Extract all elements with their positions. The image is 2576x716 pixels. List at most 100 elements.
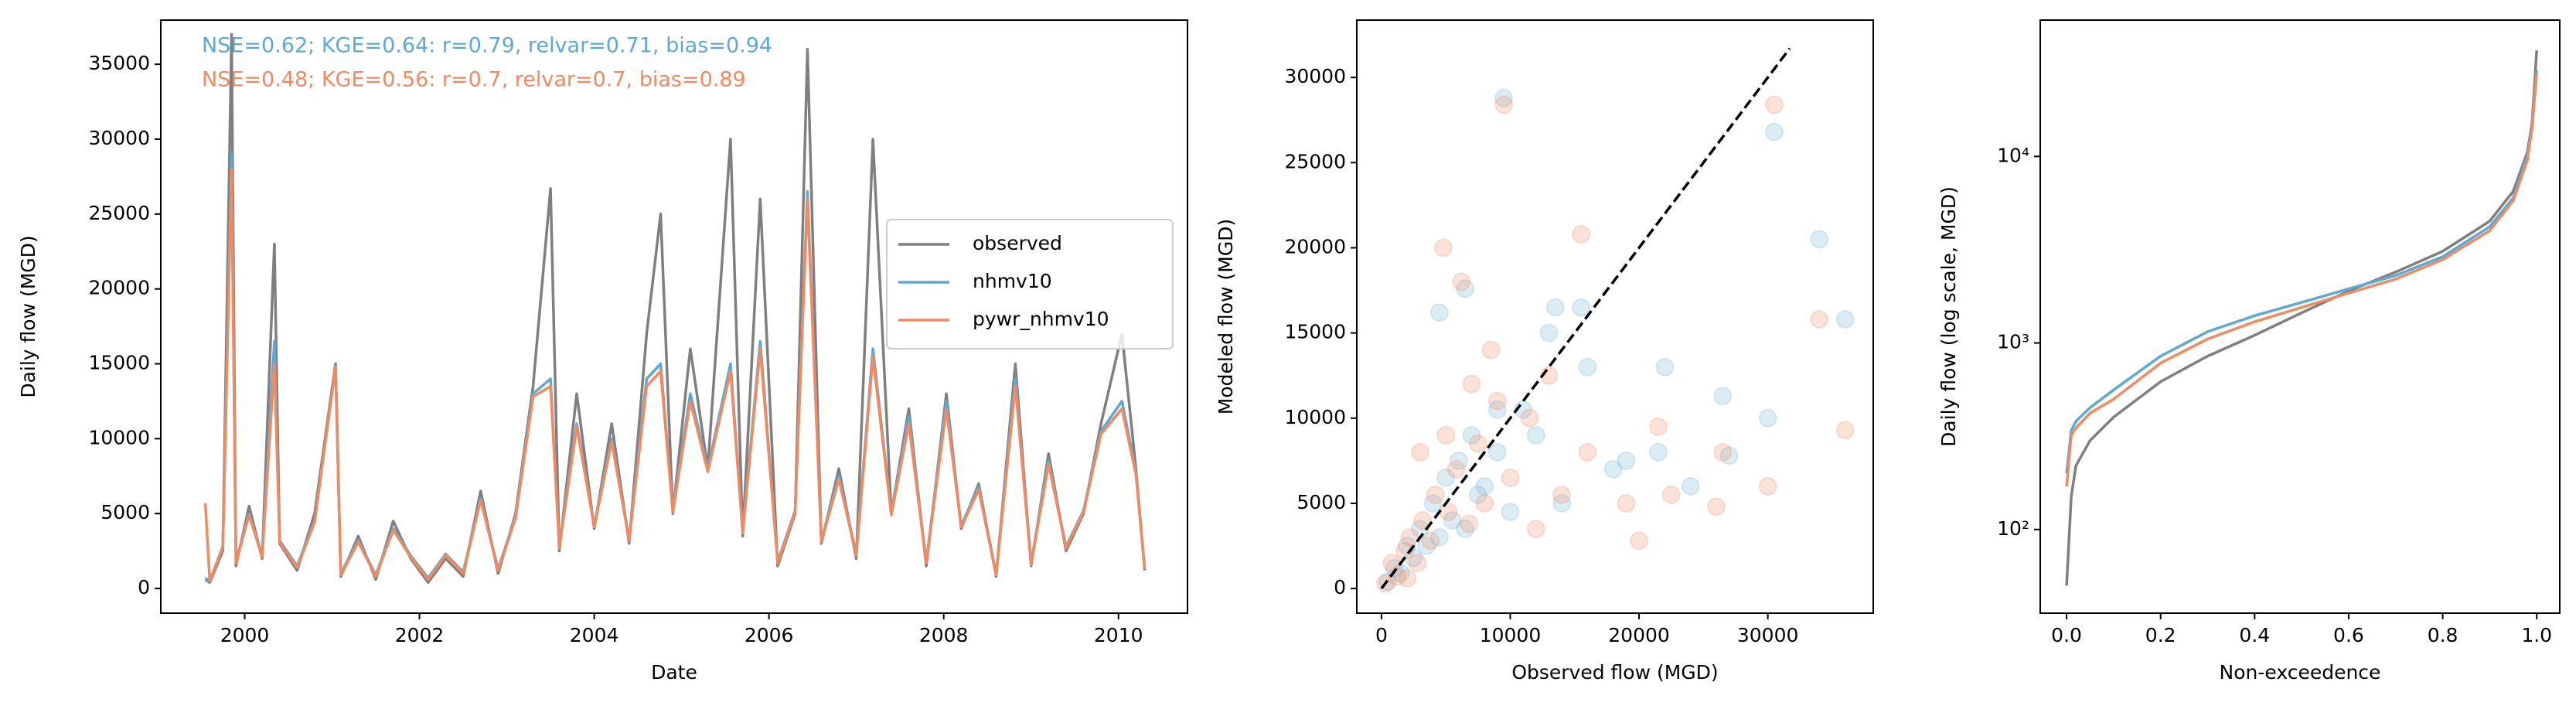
x-tick-label: 0.4 [2239, 624, 2270, 646]
scatter-point [1481, 340, 1501, 360]
y-tick-label: 10000 [88, 426, 150, 448]
panel: 0.0 0.2 0.4 0.6 0.8 1.0 10² 10³ 10⁴ Non-exceedenc… [1937, 19, 2561, 684]
scatter-point [1413, 510, 1433, 530]
axes-frame [2039, 19, 2561, 614]
scatter-point [1460, 514, 1479, 534]
scatter-point [1456, 279, 1475, 298]
scatter-point [1462, 425, 1481, 445]
scatter-point [1713, 442, 1733, 462]
y-tick-label: 5000 [1297, 491, 1346, 513]
scatter-point [1526, 520, 1545, 539]
scatter-point [1539, 323, 1559, 343]
y-tick-label: 0 [1334, 576, 1346, 598]
y-tick-label: 10000 [1284, 406, 1346, 428]
scatter-point [1443, 510, 1462, 530]
series-line [203, 167, 1147, 583]
scatter-point [1494, 88, 1514, 107]
plot-area [1375, 47, 1855, 593]
scatter-point [1487, 391, 1507, 411]
scatter-point [1835, 310, 1855, 329]
x-tick-label: 0.6 [2333, 624, 2364, 646]
x-tick-label: 2008 [919, 624, 969, 646]
y-tick-label: 10⁴ [1997, 144, 2029, 166]
scatter-point [1439, 502, 1458, 521]
scatter-point [1501, 468, 1520, 487]
plot-area [203, 32, 1147, 585]
x-tick-label: 2000 [220, 624, 270, 646]
series-line [2065, 50, 2538, 586]
scatter-point [1421, 531, 1440, 551]
scatter-point [1578, 357, 1597, 377]
plot-area [2065, 50, 2538, 586]
x-tick-label: 10000 [1480, 624, 1542, 646]
scatter-point [1400, 528, 1419, 547]
scatter-point [1487, 400, 1507, 419]
panel: 2000 2002 2004 2006 2008 2010 0 5000 10000 15000 2… [17, 19, 1188, 684]
x-axis-label: Non-exceedence [2220, 661, 2381, 684]
scatter-point [1468, 434, 1487, 453]
x-tick-label: 2004 [570, 624, 619, 646]
scatter-point [1449, 451, 1468, 470]
series-line [204, 152, 1147, 583]
scatter-point [1501, 502, 1520, 521]
series-line [2065, 73, 2538, 487]
scatter-point [1494, 95, 1514, 114]
scatter-point [1520, 408, 1539, 428]
scatter-point [1810, 230, 1829, 249]
y-tick-label: 5000 [101, 501, 150, 523]
y-tick-label: 30000 [88, 127, 150, 149]
x-axis-label: Observed flow (MGD) [1511, 661, 1718, 684]
x-tick-label: 0 [1375, 624, 1388, 646]
y-tick-label: 0 [138, 576, 150, 598]
y-tick-label: 15000 [1284, 321, 1346, 343]
scatter-point [1436, 425, 1456, 445]
scatter-point [1810, 310, 1829, 329]
scatter-point [1452, 272, 1471, 292]
scatter-point [1468, 485, 1487, 504]
axes-frame [1356, 19, 1874, 614]
scatter-point [1487, 442, 1507, 462]
x-tick-label: 0.2 [2145, 624, 2176, 646]
scatter-point [1456, 520, 1475, 539]
legend-label: observed [973, 232, 1062, 254]
x-axis-label: Date [651, 661, 697, 684]
scatter-point [1423, 493, 1443, 513]
legend-label: nhmv10 [973, 270, 1052, 292]
legend: observed nhmv10 pywr_nhmv10 [886, 219, 1174, 349]
scatter-point [1649, 442, 1668, 462]
y-axis-label: Modeled flow (MGD) [1215, 219, 1237, 414]
y-tick-label: 30000 [1284, 65, 1346, 87]
x-tick-label: 2002 [395, 624, 445, 646]
series-line [2065, 70, 2538, 474]
axes-frame [160, 19, 1188, 614]
scatter-point [1835, 421, 1855, 440]
x-tick-label: 30000 [1737, 624, 1799, 646]
scatter-point [1578, 442, 1597, 462]
y-axis-label: Daily flow (log scale, MGD) [1937, 186, 1960, 447]
x-tick-label: 0.8 [2428, 624, 2458, 646]
scatter-point [1410, 442, 1429, 462]
scatter-point [1417, 537, 1436, 556]
scatter-point [1429, 303, 1449, 322]
x-tick-label: 0.0 [2051, 624, 2082, 646]
scatter-point [1617, 493, 1636, 513]
scatter-point [1462, 374, 1481, 394]
scatter-point [1681, 476, 1700, 496]
y-axis-label: Daily flow (MGD) [17, 235, 39, 397]
scatter-point [1475, 493, 1494, 513]
scatter-point [1398, 568, 1417, 588]
scatter-point [1617, 451, 1636, 470]
scatter-point [1630, 531, 1649, 551]
scatter-point [1655, 357, 1675, 377]
panel: 0 10000 20000 30000 0 5000 10000 15000 20000 2500… [1215, 19, 1874, 684]
scatter-point [1552, 493, 1572, 513]
x-tick-label: 20000 [1608, 624, 1670, 646]
x-tick-label: 2006 [745, 624, 794, 646]
scatter-point [1764, 122, 1784, 141]
scatter-point [1446, 459, 1466, 479]
x-tick-label: 1.0 [2521, 624, 2552, 646]
scatter-point [1475, 476, 1494, 496]
scatter-point [1603, 459, 1623, 479]
